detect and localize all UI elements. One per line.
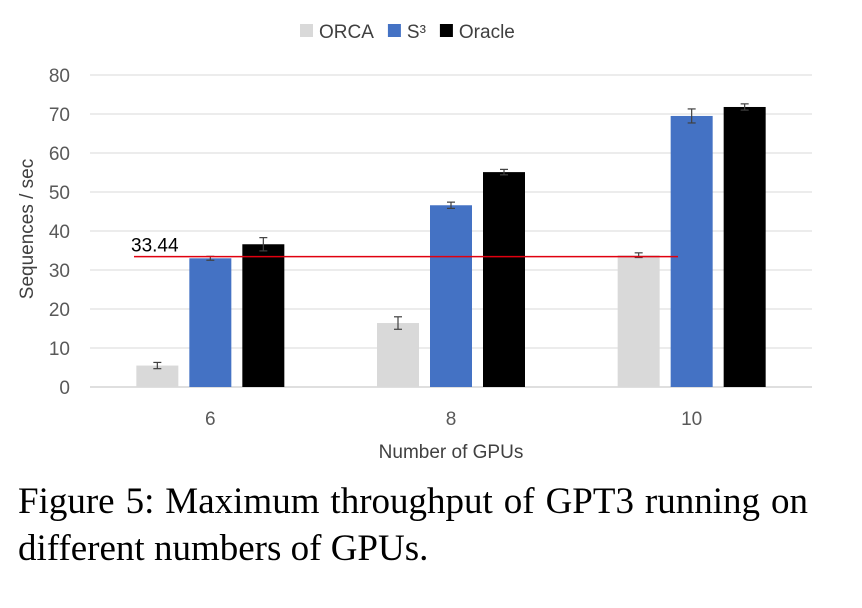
y-tick-labels: 0 10 20 30 40 50 60 70 80 bbox=[49, 66, 70, 399]
y-tick-label: 0 bbox=[59, 378, 70, 399]
y-tick-label: 60 bbox=[49, 144, 70, 165]
reference-line-label: 33.44 bbox=[131, 236, 179, 257]
y-tick-label: 10 bbox=[49, 339, 70, 360]
x-tick-label: 8 bbox=[446, 409, 457, 430]
legend-swatch bbox=[387, 24, 401, 37]
y-tick-label: 70 bbox=[49, 105, 70, 126]
legend-swatch bbox=[300, 24, 313, 37]
y-tick-label: 40 bbox=[49, 222, 70, 243]
x-tick-label: 10 bbox=[681, 409, 702, 430]
legend-label: ORCA bbox=[319, 22, 374, 43]
y-tick-label: 80 bbox=[49, 66, 70, 87]
legend-label: S³ bbox=[407, 22, 426, 43]
y-axis-title: Sequences / sec bbox=[17, 159, 38, 299]
bar-s-10 bbox=[670, 115, 713, 387]
reference-line-group: 33.44 bbox=[131, 236, 678, 258]
bar-oracle-6 bbox=[242, 244, 285, 387]
legend: ORCA S³ Oracle bbox=[300, 22, 515, 43]
bar-s-8 bbox=[430, 205, 472, 387]
bar-oracle-10 bbox=[723, 106, 766, 387]
y-tick-label: 20 bbox=[49, 300, 70, 321]
bar-orca-6 bbox=[136, 365, 179, 387]
figure-caption: Figure 5: Maximum throughput of GPT3 run… bbox=[18, 481, 808, 569]
x-tick-label: 6 bbox=[205, 409, 216, 430]
legend-swatch bbox=[439, 24, 453, 37]
legend-label: Oracle bbox=[459, 22, 515, 43]
chart: 0 10 20 30 40 50 60 70 80 33.44 6 8 10 ORCA S³ Oracl… bbox=[17, 22, 812, 463]
bar-orca-10 bbox=[617, 255, 660, 387]
y-tick-label: 30 bbox=[49, 261, 70, 282]
y-tick-label: 50 bbox=[49, 183, 70, 204]
bar-orca-8 bbox=[377, 323, 419, 387]
x-tick-labels: 6 8 10 bbox=[205, 409, 702, 430]
bar-oracle-8 bbox=[483, 172, 525, 387]
bar-s-6 bbox=[189, 258, 232, 387]
x-axis-title: Number of GPUs bbox=[379, 442, 524, 463]
bars bbox=[136, 103, 766, 387]
